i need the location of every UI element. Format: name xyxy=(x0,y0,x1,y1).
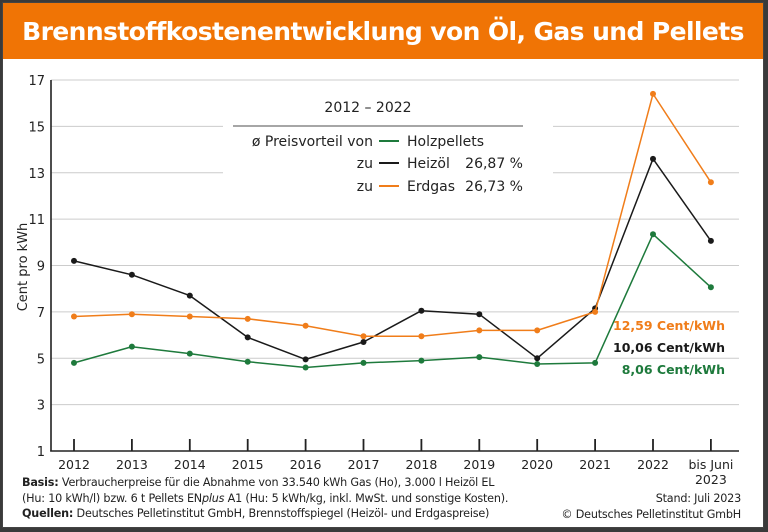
x-tick-label: 2022 xyxy=(637,457,669,472)
data-point-holzpellets xyxy=(244,358,251,365)
y-tick-label: 7 xyxy=(37,306,45,321)
data-point-erdgas xyxy=(128,311,135,318)
y-axis-label: Cent pro kWh xyxy=(16,223,31,312)
series-line-holzpellets xyxy=(73,233,712,369)
data-point-erdgas xyxy=(707,179,714,186)
data-point-heiz-l xyxy=(186,292,193,299)
basis-text-1: Verbraucherpreise für die Abnahme von 33… xyxy=(58,476,495,489)
x-tick-label: 2017 xyxy=(348,457,380,472)
data-point-holzpellets xyxy=(302,364,309,371)
annotation-pellets-latest: 8,06 Cent/kWh xyxy=(622,362,725,377)
data-point-erdgas xyxy=(650,90,656,97)
y-tick-label: 11 xyxy=(28,213,45,228)
axes xyxy=(50,80,739,452)
x-tick-label: 2021 xyxy=(579,457,611,472)
data-point-heiz-l xyxy=(360,339,367,346)
x-tick-label: 2019 xyxy=(463,457,495,472)
y-tick-label: 15 xyxy=(28,120,45,135)
data-point-holzpellets xyxy=(128,343,135,350)
data-point-heiz-l xyxy=(650,155,656,162)
series-erdgas xyxy=(71,90,714,340)
annotation-oil-latest: 10,06 Cent/kWh xyxy=(613,340,725,355)
y-tick-label: 9 xyxy=(37,260,45,275)
y-tick-label: 1 xyxy=(37,445,45,460)
x-tick-label: 2014 xyxy=(174,457,206,472)
x-tick-label: 2012 xyxy=(58,457,90,472)
data-point-heiz-l xyxy=(418,307,425,314)
legend-value-gas: 26,73 % xyxy=(465,179,523,195)
x-tick-label: 2023 xyxy=(695,472,727,487)
data-point-holzpellets xyxy=(650,231,656,238)
footer-sources: Quellen: Deutsches Pelletinstitut GmbH, … xyxy=(22,506,562,522)
data-point-holzpellets xyxy=(534,361,541,368)
data-point-holzpellets xyxy=(476,354,483,361)
x-tick-label: bis Juni xyxy=(688,457,733,472)
basis-label: Basis: xyxy=(22,476,59,489)
data-point-heiz-l xyxy=(128,271,135,278)
series-lines xyxy=(71,90,714,371)
basis-text-2b: A1 (Hu: 5 kWh/kg, inkl. MwSt. und sonsti… xyxy=(224,491,509,505)
y-tick-label: 13 xyxy=(28,167,45,182)
y-tick-label: 17 xyxy=(28,74,45,89)
x-tick-label: 2015 xyxy=(232,457,264,472)
data-point-heiz-l xyxy=(534,355,541,362)
data-point-erdgas xyxy=(534,327,541,334)
legend: 2012 – 2022 ø Preisvorteil von Holzpelle… xyxy=(223,100,553,205)
x-tick-label: 2018 xyxy=(405,457,437,472)
sources-label: Quellen: xyxy=(22,507,74,520)
footer-basis-line2: (Hu: 10 kWh/l) bzw. 6 t Pellets ENplus A… xyxy=(22,491,562,507)
annotation-gas-latest: 12,59 Cent/kWh xyxy=(613,318,725,333)
data-point-holzpellets xyxy=(707,284,714,291)
series-line-heiz-l xyxy=(73,158,712,361)
data-point-holzpellets xyxy=(71,359,77,366)
data-point-holzpellets xyxy=(186,350,193,357)
y-tick-label: 5 xyxy=(37,352,45,367)
footer-stand: Stand: Juli 2023 xyxy=(655,492,741,505)
legend-label-gas: Erdgas xyxy=(407,179,455,195)
legend-value-oil: 26,87 % xyxy=(465,156,523,172)
footer-copyright: © Deutsches Pelletinstitut GmbH xyxy=(561,507,741,521)
x-tick-label: 2020 xyxy=(521,457,553,472)
data-point-erdgas xyxy=(71,313,77,320)
x-tick-labels: 2012 2013 2014 2015 2016 2017 2018 2019 2020 2021… xyxy=(58,457,733,487)
series-line-erdgas xyxy=(73,93,712,337)
legend-period: 2012 – 2022 xyxy=(324,100,411,116)
data-point-heiz-l xyxy=(707,237,714,244)
data-point-heiz-l xyxy=(302,356,309,363)
legend-zu-gas: zu xyxy=(357,179,373,195)
data-point-erdgas xyxy=(418,333,425,340)
x-tick-label: 2013 xyxy=(116,457,148,472)
legend-zu-oil: zu xyxy=(357,156,373,172)
data-point-erdgas xyxy=(476,327,483,334)
basis-text-2-italic: plus xyxy=(201,491,225,505)
footer-notes: Basis: Verbraucherpreise für die Abnahme… xyxy=(22,475,562,522)
x-tick-label: 2016 xyxy=(290,457,322,472)
data-point-erdgas xyxy=(302,322,309,329)
data-point-holzpellets xyxy=(360,359,367,366)
data-point-erdgas xyxy=(360,333,367,340)
chart-title: Brennstoffkostenentwicklung von Öl, Gas … xyxy=(3,3,763,59)
data-point-holzpellets xyxy=(592,359,599,366)
legend-label-pellets: Holzpellets xyxy=(407,134,484,150)
data-point-holzpellets xyxy=(418,357,425,364)
basis-text-2a: (Hu: 10 kWh/l) bzw. 6 t Pellets EN xyxy=(22,491,202,505)
series-holzpellets xyxy=(71,231,714,371)
data-point-heiz-l xyxy=(244,334,251,341)
data-point-erdgas xyxy=(592,308,599,315)
y-tick-label: 3 xyxy=(37,399,45,414)
legend-prefix: ø Preisvorteil von xyxy=(252,134,373,150)
data-point-heiz-l xyxy=(71,257,77,264)
footer-credits: Stand: Juli 2023 © Deutsches Pelletinsti… xyxy=(561,491,741,522)
data-point-erdgas xyxy=(186,313,193,320)
footer-basis-line1: Basis: Verbraucherpreise für die Abnahme… xyxy=(22,475,562,491)
legend-label-oil: Heizöl xyxy=(407,156,450,172)
data-point-erdgas xyxy=(244,315,251,322)
series-heiz-l xyxy=(71,155,714,363)
data-point-heiz-l xyxy=(476,311,483,318)
sources-text: Deutsches Pelletinstitut GmbH, Brennstof… xyxy=(73,507,490,520)
